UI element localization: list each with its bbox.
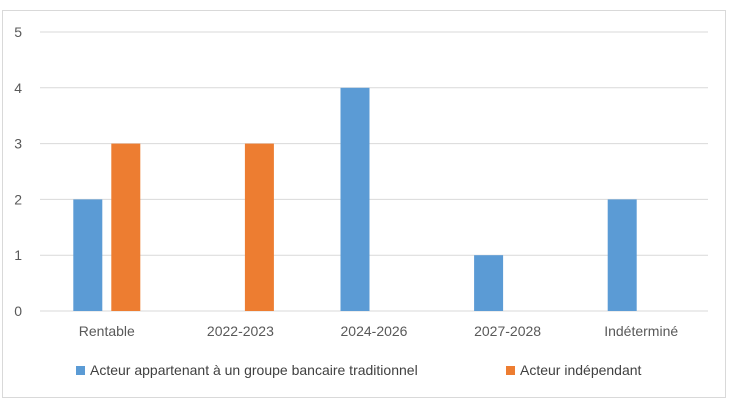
- legend-swatch: [76, 366, 85, 375]
- bar-groupe-bancaire-0: [73, 199, 103, 311]
- x-tick-label: Rentable: [79, 323, 135, 339]
- y-axis-tick-labels: 0 1 2 3 4 5: [14, 24, 22, 319]
- legend-label: Acteur appartenant à un groupe bancaire …: [90, 362, 418, 378]
- x-axis-tick-labels: Rentable 2022-2023 2024-2026 2027-2028 Indét…: [79, 323, 679, 339]
- bar-groupe-bancaire-3: [474, 255, 504, 311]
- y-tick-label: 0: [14, 303, 22, 319]
- bar-groupe-bancaire-2: [340, 87, 370, 311]
- y-tick-label: 5: [14, 24, 22, 40]
- bars: [73, 87, 637, 311]
- y-tick-label: 1: [14, 247, 22, 263]
- gridlines: [40, 31, 708, 312]
- bar-independant-0: [111, 143, 141, 311]
- y-tick-label: 4: [14, 80, 22, 96]
- x-tick-label: Indéterminé: [604, 323, 678, 339]
- x-tick-label: 2024-2026: [341, 323, 408, 339]
- legend-label: Acteur indépendant: [520, 362, 642, 378]
- y-tick-label: 2: [14, 191, 22, 207]
- legend-swatch: [506, 366, 515, 375]
- bar-independant-1: [244, 143, 274, 311]
- x-tick-label: 2027-2028: [474, 323, 541, 339]
- legend: Acteur appartenant à un groupe bancaire …: [76, 362, 642, 378]
- x-tick-label: 2022-2023: [207, 323, 274, 339]
- y-tick-label: 3: [14, 136, 22, 152]
- bar-groupe-bancaire-4: [607, 199, 637, 311]
